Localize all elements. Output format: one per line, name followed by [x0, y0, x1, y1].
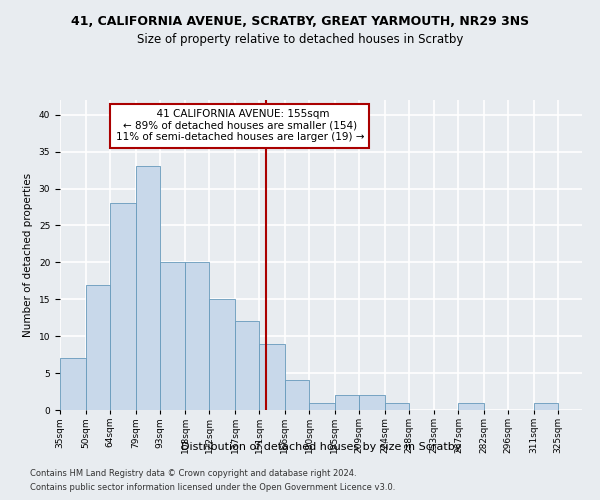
Bar — [110, 204, 136, 410]
Text: Contains HM Land Registry data © Crown copyright and database right 2024.: Contains HM Land Registry data © Crown c… — [30, 468, 356, 477]
Bar — [185, 262, 209, 410]
Bar — [285, 380, 309, 410]
Bar — [209, 300, 235, 410]
Text: 41 CALIFORNIA AVENUE: 155sqm
← 89% of detached houses are smaller (154)
11% of s: 41 CALIFORNIA AVENUE: 155sqm ← 89% of de… — [116, 110, 364, 142]
Bar — [86, 284, 110, 410]
Y-axis label: Number of detached properties: Number of detached properties — [23, 173, 33, 337]
Text: 41, CALIFORNIA AVENUE, SCRATBY, GREAT YARMOUTH, NR29 3NS: 41, CALIFORNIA AVENUE, SCRATBY, GREAT YA… — [71, 15, 529, 28]
Bar — [160, 262, 185, 410]
Text: Contains public sector information licensed under the Open Government Licence v3: Contains public sector information licen… — [30, 484, 395, 492]
Bar — [136, 166, 160, 410]
Bar — [534, 402, 558, 410]
Bar — [385, 402, 409, 410]
Bar — [458, 402, 484, 410]
Text: Size of property relative to detached houses in Scratby: Size of property relative to detached ho… — [137, 32, 463, 46]
Bar — [235, 322, 259, 410]
Text: Distribution of detached houses by size in Scratby: Distribution of detached houses by size … — [181, 442, 461, 452]
Bar — [335, 395, 359, 410]
Bar — [60, 358, 86, 410]
Bar — [309, 402, 335, 410]
Bar — [359, 395, 385, 410]
Bar — [259, 344, 285, 410]
